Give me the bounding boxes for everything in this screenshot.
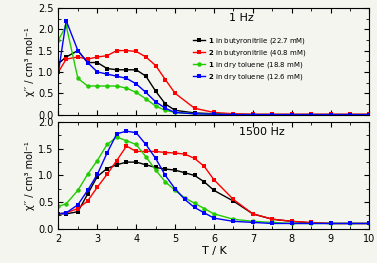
Y-axis label: χ′′ / cm³ mol⁻¹: χ′′ / cm³ mol⁻¹	[25, 27, 35, 96]
Legend: $\mathbf{1}$ in butyronitrile (22.7 mM), $\mathbf{2}$ in butyronitrile (40.8 mM): $\mathbf{1}$ in butyronitrile (22.7 mM),…	[193, 36, 307, 82]
Text: 1 Hz: 1 Hz	[230, 13, 254, 23]
Text: 1500 Hz: 1500 Hz	[239, 127, 285, 138]
X-axis label: T / K: T / K	[202, 246, 226, 256]
Y-axis label: χ′′ / cm³ mol⁻¹: χ′′ / cm³ mol⁻¹	[25, 141, 35, 210]
